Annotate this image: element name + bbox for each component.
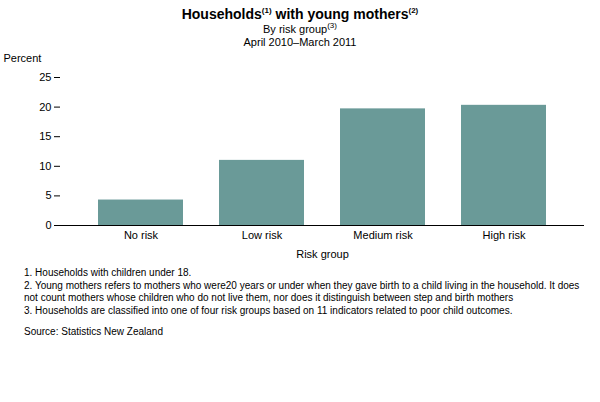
svg-text:Risk group: Risk group [296,248,349,260]
svg-text:15: 15 [39,130,51,142]
html-text:April 2010–March 2011: April 2010–March 2011 [243,36,357,48]
svg-text:High risk: High risk [483,229,526,241]
html-text:1. Households with children un: 1. Households with children under 18. [24,267,192,278]
html-text:By risk group(3): By risk group(3) [263,21,337,35]
svg-text:20: 20 [39,101,51,113]
html-text:2. Young mothers refers to mot: 2. Young mothers refers to mothers who w… [24,280,580,303]
svg-text:0: 0 [45,219,51,231]
svg-text:No risk: No risk [124,229,159,241]
svg-text:25: 25 [39,71,51,83]
html-text:Source: Statistics New Zealand: Source: Statistics New Zealand [24,326,163,337]
html-text:3. Households are classified i: 3. Households are classified into one of… [24,305,513,316]
svg-text:10: 10 [39,160,51,172]
svg-text:Low risk: Low risk [242,229,283,241]
svg-text:Percent: Percent [4,52,42,64]
svg-text:5: 5 [45,189,51,201]
svg-text:Medium risk: Medium risk [353,229,413,241]
html-text:Households(1)with young mother: Households(1)with young mothers(2) [181,6,419,22]
